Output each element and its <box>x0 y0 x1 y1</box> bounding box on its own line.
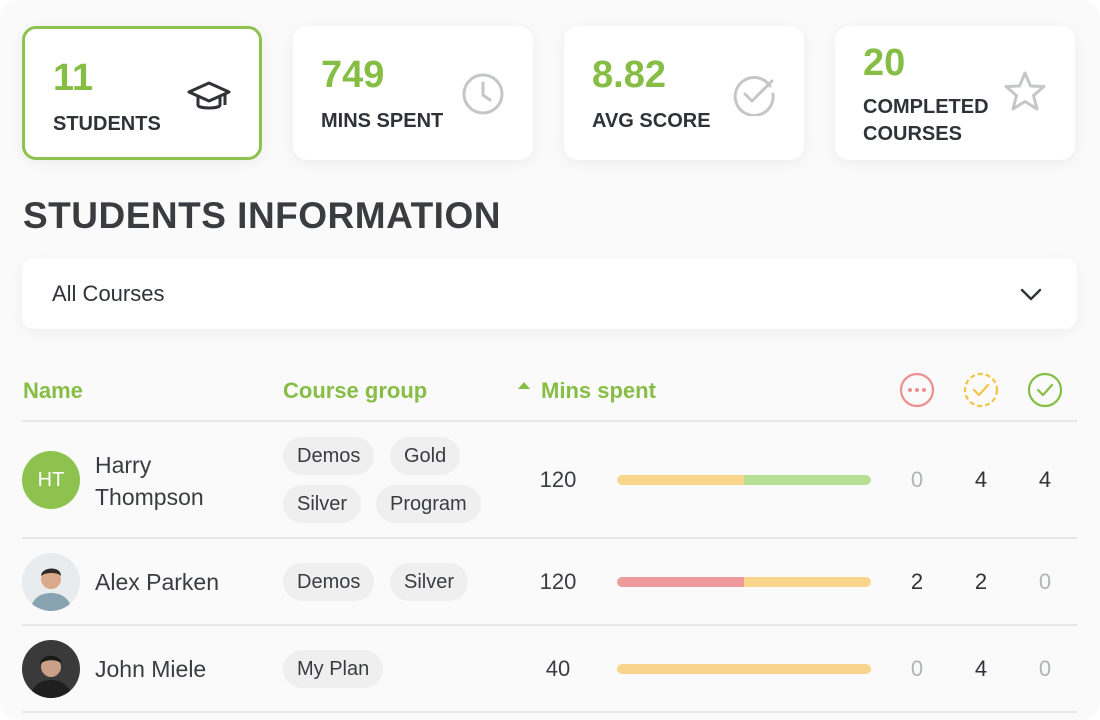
course-group-chip[interactable]: My Plan <box>283 650 384 688</box>
course-filter-dropdown[interactable]: All Courses <box>22 258 1077 329</box>
in-progress-segment <box>744 577 871 587</box>
in-progress-icon[interactable] <box>963 372 999 408</box>
student-last-name: Thompson <box>95 484 204 510</box>
progress-bar <box>617 577 871 587</box>
not-started-count: 2 <box>910 569 924 594</box>
mins-spent-value: 120 <box>539 467 577 492</box>
avatar <box>22 553 80 611</box>
mins-spent-value: 40 <box>545 656 571 681</box>
course-group-chip[interactable]: Silver <box>390 563 469 601</box>
clock-icon <box>462 73 504 115</box>
completed-segment <box>744 475 871 485</box>
chevron-down-icon <box>1020 288 1042 301</box>
in-progress-count: 4 <box>974 467 988 492</box>
completed-label-line1: COMPLETED <box>863 96 989 118</box>
avatar-photo <box>22 553 80 611</box>
header-divider <box>22 420 1077 422</box>
stat-card-mins[interactable]: 749 MINS SPENT <box>293 26 533 160</box>
course-filter-value: All Courses <box>52 281 165 306</box>
graduation-cap-icon <box>187 81 231 110</box>
mins-label: MINS SPENT <box>321 110 444 132</box>
not-started-segment <box>617 577 744 587</box>
row-divider <box>22 711 1077 713</box>
avatar-photo <box>22 640 80 698</box>
avg-score-label: AVG SCORE <box>592 110 711 132</box>
progress-bar <box>617 664 871 674</box>
mins-spent-value: 120 <box>539 569 577 594</box>
course-group-chip[interactable]: Program <box>376 485 481 523</box>
column-header-mins-spent[interactable]: Mins spent <box>541 378 656 403</box>
row-divider <box>22 624 1077 626</box>
completed-label-line2: COURSES <box>863 123 962 145</box>
course-group-chip[interactable]: Demos <box>283 563 375 601</box>
completed-count: 0 <box>1038 569 1052 594</box>
not-started-count: 0 <box>910 656 924 681</box>
not-started-count: 0 <box>910 467 924 492</box>
progress-bar <box>617 475 871 485</box>
completed-count: 4 <box>1038 467 1052 492</box>
course-group-chip[interactable]: Gold <box>390 437 461 475</box>
mins-value: 749 <box>321 54 385 96</box>
course-group-chip[interactable]: Silver <box>283 485 362 523</box>
check-circle-icon <box>733 76 775 116</box>
completed-icon[interactable] <box>1027 372 1063 408</box>
column-header-name[interactable]: Name <box>23 378 83 403</box>
not-started-icon[interactable] <box>899 372 935 408</box>
column-header-course-group[interactable]: Course group <box>283 378 428 403</box>
stat-card-avg-score[interactable]: 8.82 AVG SCORE <box>564 26 804 160</box>
avatar <box>22 640 80 698</box>
students-label: STUDENTS <box>53 113 161 135</box>
stat-card-completed[interactable]: 20 COMPLETED COURSES <box>835 26 1075 160</box>
student-name[interactable]: John Miele <box>95 656 207 682</box>
course-group-chip[interactable]: Demos <box>283 437 375 475</box>
avatar: HT <box>22 451 80 509</box>
stat-card-students[interactable]: 11 STUDENTS <box>22 26 262 160</box>
section-title: STUDENTS INFORMATION <box>23 195 501 236</box>
students-count: 11 <box>53 57 94 99</box>
completed-count: 0 <box>1038 656 1052 681</box>
in-progress-segment <box>617 475 744 485</box>
sort-ascending-icon[interactable] <box>518 382 530 389</box>
completed-label: COMPLETED COURSES <box>863 94 989 148</box>
student-name[interactable]: Harry Thompson <box>95 449 204 513</box>
in-progress-segment <box>617 664 871 674</box>
row-divider <box>22 537 1077 539</box>
in-progress-count: 2 <box>974 569 988 594</box>
student-first-name: Harry <box>95 452 152 478</box>
star-icon <box>1004 71 1046 111</box>
student-name[interactable]: Alex Parken <box>95 569 220 595</box>
in-progress-count: 4 <box>974 656 988 681</box>
completed-value: 20 <box>863 42 906 84</box>
avg-score-value: 8.82 <box>592 54 666 96</box>
